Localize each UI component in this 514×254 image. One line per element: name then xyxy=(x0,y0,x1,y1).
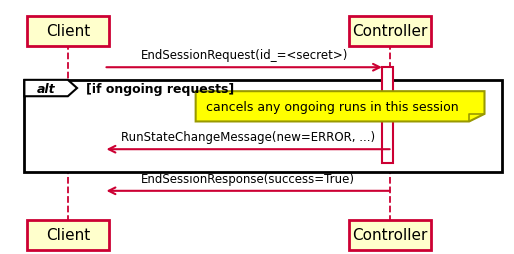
Text: Client: Client xyxy=(46,24,90,39)
Text: EndSessionRequest(id_=<secret>): EndSessionRequest(id_=<secret>) xyxy=(140,49,348,62)
Text: Client: Client xyxy=(46,228,90,243)
FancyBboxPatch shape xyxy=(27,17,109,46)
FancyBboxPatch shape xyxy=(349,220,431,250)
Bar xyxy=(24,81,502,172)
Polygon shape xyxy=(196,92,485,122)
Text: cancels any ongoing runs in this session: cancels any ongoing runs in this session xyxy=(206,100,458,113)
Text: alt: alt xyxy=(36,82,55,95)
Text: RunStateChangeMessage(new=ERROR, ...): RunStateChangeMessage(new=ERROR, ...) xyxy=(121,130,375,143)
FancyBboxPatch shape xyxy=(349,17,431,46)
Text: [if ongoing requests]: [if ongoing requests] xyxy=(86,82,234,95)
Text: Controller: Controller xyxy=(352,228,428,243)
Bar xyxy=(382,68,394,163)
Text: Controller: Controller xyxy=(352,24,428,39)
Text: EndSessionResponse(success=True): EndSessionResponse(success=True) xyxy=(141,172,355,185)
Polygon shape xyxy=(24,81,77,97)
FancyBboxPatch shape xyxy=(27,220,109,250)
